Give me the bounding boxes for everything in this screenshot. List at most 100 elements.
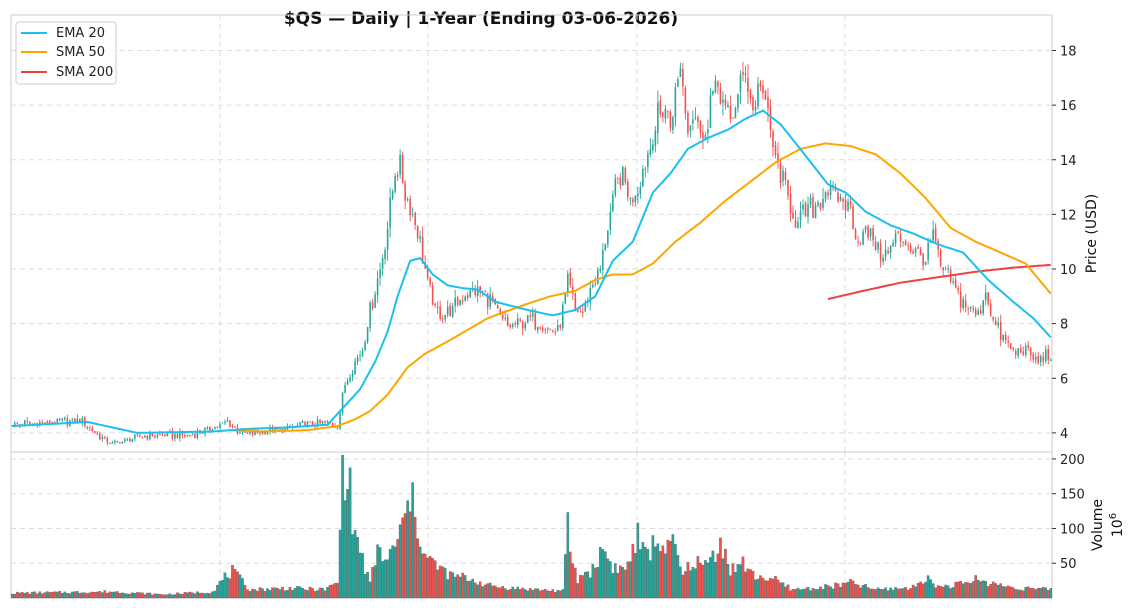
candle-body <box>687 112 689 134</box>
candle <box>874 236 877 251</box>
candle <box>712 90 714 96</box>
volume-bar <box>538 590 542 599</box>
volume-bar <box>681 574 685 599</box>
candle <box>632 196 634 207</box>
candle <box>864 225 867 234</box>
candle-body <box>444 314 446 320</box>
volume-bar <box>58 590 62 599</box>
volume-bar <box>196 591 199 599</box>
candle <box>879 239 882 268</box>
candle <box>754 100 757 116</box>
candle <box>779 158 782 189</box>
candle-body <box>239 432 241 434</box>
volume-bar <box>636 522 640 599</box>
candle-body <box>406 199 409 201</box>
candle-body <box>822 198 824 208</box>
candle <box>1022 346 1025 357</box>
candle <box>867 224 869 241</box>
volume-bar <box>216 584 219 599</box>
candle <box>709 87 712 129</box>
volume-bar <box>168 593 172 599</box>
price-tick-label: 4 <box>1060 427 1068 442</box>
candle-body <box>812 197 814 218</box>
volume-bar <box>716 553 720 599</box>
candle-body <box>581 311 584 313</box>
candle-body <box>904 241 907 245</box>
candle <box>399 149 401 179</box>
candle-body <box>309 421 311 423</box>
volume-bar <box>491 585 494 599</box>
candle-body <box>171 430 174 439</box>
volume-bar <box>151 594 154 599</box>
volume-bar <box>899 588 902 599</box>
candle <box>594 276 597 287</box>
volume-bar <box>979 581 982 599</box>
candle-body <box>647 153 649 167</box>
candle <box>789 185 792 222</box>
candle-body <box>434 303 436 306</box>
volume-bar <box>896 588 900 599</box>
candle <box>439 300 441 321</box>
candle-body <box>627 181 629 198</box>
volume-bar <box>66 593 69 599</box>
candle <box>571 277 574 301</box>
candle-body <box>234 426 236 428</box>
candle <box>429 276 431 288</box>
volume-bar <box>271 587 274 599</box>
volume-bar <box>1031 588 1035 599</box>
candle <box>792 205 794 220</box>
candle <box>231 423 234 429</box>
candle <box>602 243 604 278</box>
volume-bar <box>543 589 547 599</box>
price-axis-label: Price (USD) <box>1084 194 1100 273</box>
candle-body <box>544 329 547 331</box>
candle-body <box>516 318 519 325</box>
volume-bar <box>966 582 970 599</box>
volume-bar <box>799 589 802 599</box>
volume-bar <box>41 593 44 599</box>
candle <box>449 302 451 317</box>
candle <box>131 438 134 443</box>
candle <box>734 106 737 119</box>
candle <box>992 316 994 323</box>
volume-bar <box>894 587 897 599</box>
volume-bar <box>446 579 449 599</box>
volume-tick-label: 100 <box>1060 522 1085 537</box>
candle <box>802 199 804 215</box>
volume-bar <box>156 593 159 599</box>
candle-body <box>1009 343 1012 349</box>
candle <box>987 291 989 307</box>
volume-bar <box>286 589 289 599</box>
volume-bar <box>396 539 399 599</box>
candle-body <box>344 384 346 394</box>
volume-bar <box>646 549 650 599</box>
volume-bar <box>756 578 760 599</box>
candle-body <box>336 427 339 429</box>
volume-bar <box>924 581 927 599</box>
candle-body <box>206 427 209 429</box>
volume-bar <box>631 543 635 599</box>
candle-body <box>386 228 389 250</box>
candle-body <box>454 297 456 306</box>
volume-bar <box>834 582 837 599</box>
candle-body <box>479 286 482 293</box>
candle-body <box>394 176 396 192</box>
candle-body <box>364 342 366 351</box>
volume-bar <box>333 583 337 599</box>
volume-bar <box>704 560 707 599</box>
candle-body <box>597 270 599 284</box>
candle-body <box>101 437 104 439</box>
volume-bar <box>649 560 652 599</box>
volume-bar <box>771 578 775 599</box>
candle <box>597 266 599 285</box>
candle <box>584 299 587 312</box>
volume-bar <box>886 590 890 599</box>
candle <box>336 427 339 430</box>
volume-bar <box>113 591 117 599</box>
volume-bar <box>836 583 840 599</box>
volume-bar <box>786 584 790 599</box>
volume-bar <box>879 589 882 599</box>
volume-bar <box>739 564 742 599</box>
volume-bar <box>606 558 610 599</box>
candle <box>1014 348 1017 359</box>
